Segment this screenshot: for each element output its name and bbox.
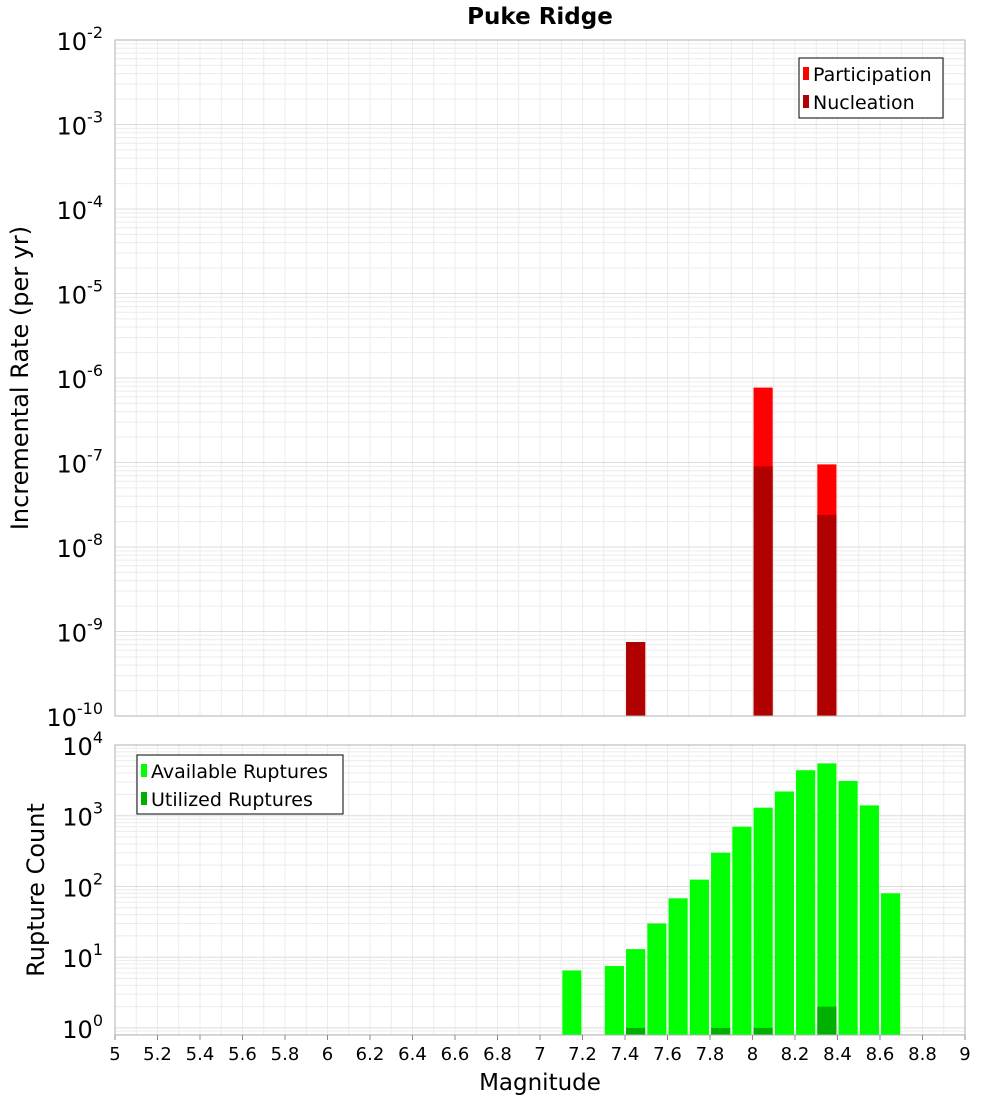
legend-swatch [803, 95, 809, 108]
x-tick-label: 8.8 [908, 1044, 937, 1065]
x-tick-label: 8 [747, 1044, 758, 1065]
legend-swatch [141, 792, 147, 805]
legend-swatch [803, 67, 809, 80]
x-tick-label: 7.8 [696, 1044, 725, 1065]
bar-utilized-ruptures [817, 1006, 837, 1035]
y-tick-label: 100 [62, 1011, 103, 1044]
x-tick-label: 5.6 [228, 1044, 257, 1065]
chart-title: Puke Ridge [467, 4, 613, 30]
bar-available-ruptures [796, 770, 816, 1035]
y-tick-label: 101 [62, 940, 103, 973]
bar-available-ruptures [817, 763, 837, 1035]
bar-available-ruptures [562, 970, 582, 1035]
y-tick-label: 10-3 [57, 108, 104, 141]
y-axis-label: Incremental Rate (per yr) [6, 226, 34, 530]
bar-available-ruptures [732, 826, 752, 1035]
y-tick-label: 10-9 [57, 615, 104, 648]
x-tick-label: 8.2 [781, 1044, 810, 1065]
bar-available-ruptures [626, 949, 646, 1035]
x-tick-label: 8.6 [866, 1044, 895, 1065]
grid-1 [114, 40, 966, 717]
legend-swatch [141, 764, 147, 777]
x-tick-label: 6.4 [398, 1044, 427, 1065]
plot-border-1 [114, 39, 966, 717]
bar-available-ruptures [689, 879, 709, 1035]
legend-label: Participation [813, 64, 932, 86]
x-tick-label: 6.6 [441, 1044, 470, 1065]
x-tick-label: 7 [534, 1044, 545, 1065]
bar-utilized-ruptures [711, 1027, 731, 1035]
bar-utilized-ruptures [626, 1027, 646, 1035]
bar-available-ruptures [838, 780, 858, 1035]
grid-2 [114, 745, 966, 1036]
bar-utilized-ruptures [753, 1027, 773, 1035]
x-tick-label: 8.4 [823, 1044, 852, 1065]
y-tick-label: 10-5 [57, 277, 104, 310]
x-tick-label: 6 [322, 1044, 333, 1065]
bar-available-ruptures [647, 923, 667, 1035]
x-tick-label: 5.8 [271, 1044, 300, 1065]
y-tick-label: 104 [62, 728, 103, 761]
x-tick-label: 6.2 [356, 1044, 385, 1065]
legend-box-1 [798, 57, 944, 119]
y-tick-label: 103 [62, 799, 103, 832]
x-tick-label: 5 [109, 1044, 120, 1065]
y-tick-label: 10-7 [57, 446, 104, 479]
x-tick-label: 9 [959, 1044, 970, 1065]
legend-label: Available Ruptures [151, 761, 328, 783]
y-tick-label: 10-2 [57, 23, 104, 56]
bar-available-ruptures [881, 893, 901, 1035]
bar-available-ruptures [859, 805, 879, 1035]
y-tick-label: 10-10 [46, 699, 103, 732]
bar-available-ruptures [774, 791, 794, 1035]
x-tick-label: 5.4 [186, 1044, 215, 1065]
legend-label: Nucleation [813, 92, 915, 114]
y-tick-label: 102 [62, 869, 103, 902]
legend-box-2 [136, 754, 344, 815]
x-tick-label: 7.4 [611, 1044, 640, 1065]
bar-available-ruptures [711, 852, 731, 1035]
x-tick-label: 5.2 [143, 1044, 172, 1065]
bar-available-ruptures [604, 966, 624, 1035]
y-axis-label: Rupture Count [22, 803, 50, 977]
x-tick-label: 6.8 [483, 1044, 512, 1065]
bar-available-ruptures [668, 898, 688, 1035]
y-tick-label: 10-8 [57, 530, 104, 563]
bar-nucleation [753, 466, 773, 716]
y-tick-label: 10-4 [57, 192, 104, 225]
x-tick-label: 7.6 [653, 1044, 682, 1065]
bar-nucleation [626, 642, 646, 716]
y-tick-label: 10-6 [57, 361, 104, 394]
bar-available-ruptures [753, 807, 773, 1035]
x-axis-label: Magnitude [479, 1070, 601, 1096]
x-tick-label: 7.2 [568, 1044, 597, 1065]
legend-label: Utilized Ruptures [151, 789, 313, 811]
bar-nucleation [817, 514, 837, 716]
